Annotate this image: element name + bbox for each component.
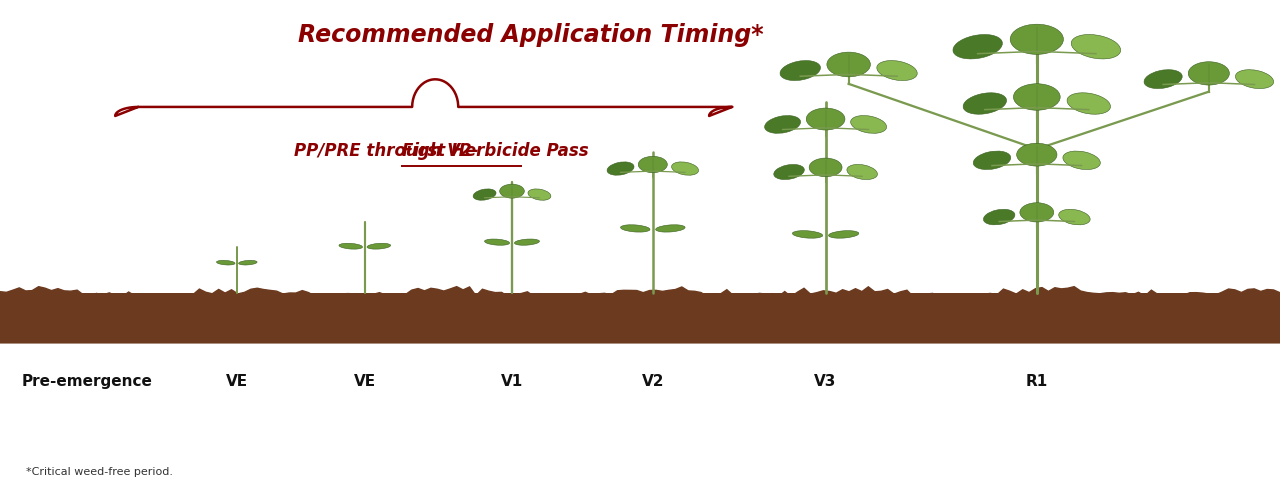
Ellipse shape [1059,210,1091,225]
Ellipse shape [527,189,550,201]
Ellipse shape [1144,71,1183,89]
Ellipse shape [607,163,634,176]
Bar [782,321,997,323]
Ellipse shape [809,159,842,177]
Ellipse shape [963,94,1006,115]
Ellipse shape [1014,85,1060,111]
Bar [1,334,183,337]
Ellipse shape [973,152,1011,170]
Bar [145,316,334,319]
Ellipse shape [655,225,685,232]
Text: VE: VE [225,373,248,388]
Ellipse shape [827,53,870,78]
Bar [493,324,666,326]
Bar [739,305,867,307]
Bar [568,318,762,321]
Text: *Critical weed-free period.: *Critical weed-free period. [26,466,173,476]
Bar [0,328,1280,343]
Ellipse shape [1068,94,1111,115]
Ellipse shape [621,225,650,232]
Text: VE: VE [353,373,376,388]
Ellipse shape [485,239,509,246]
Ellipse shape [1020,203,1053,222]
Text: First Herbicide Pass: First Herbicide Pass [402,141,589,159]
Bar [989,328,1129,332]
Ellipse shape [774,165,804,180]
Ellipse shape [216,261,236,266]
Ellipse shape [952,36,1002,60]
Bar [586,317,662,319]
Bar [460,320,628,323]
Bar [911,305,1028,308]
Ellipse shape [877,62,918,81]
Ellipse shape [515,239,539,246]
Bar [223,317,349,320]
Text: PP/PRE through V2-: PP/PRE through V2- [294,141,479,159]
Ellipse shape [828,231,859,238]
Ellipse shape [983,210,1015,225]
Bar [83,305,220,308]
Text: R1: R1 [1025,373,1048,388]
Ellipse shape [672,163,699,176]
Ellipse shape [238,261,257,266]
Bar [653,298,755,300]
Text: V3: V3 [814,373,837,388]
Ellipse shape [792,231,823,238]
Ellipse shape [639,157,667,173]
Ellipse shape [806,109,845,131]
Ellipse shape [1016,144,1057,167]
Ellipse shape [339,244,362,249]
Polygon shape [0,287,1280,343]
Ellipse shape [1062,152,1101,170]
Bar [180,320,319,323]
Text: Recommended Application Timing*: Recommended Application Timing* [298,23,764,47]
Text: Pre-emergence: Pre-emergence [22,373,152,388]
Ellipse shape [847,165,877,180]
Ellipse shape [499,185,525,199]
Ellipse shape [851,116,887,134]
Bar [0,293,1280,343]
Text: V2: V2 [641,373,664,388]
Ellipse shape [474,189,497,201]
Ellipse shape [1010,25,1064,55]
Ellipse shape [764,116,800,134]
Bar [529,333,650,335]
Ellipse shape [780,62,820,81]
Ellipse shape [1071,36,1121,60]
Bar [256,297,477,300]
Ellipse shape [1235,71,1274,89]
Text: V1: V1 [500,373,524,388]
Bar [915,333,1030,335]
Ellipse shape [367,244,390,249]
Ellipse shape [1188,63,1229,86]
Bar [1039,310,1112,312]
